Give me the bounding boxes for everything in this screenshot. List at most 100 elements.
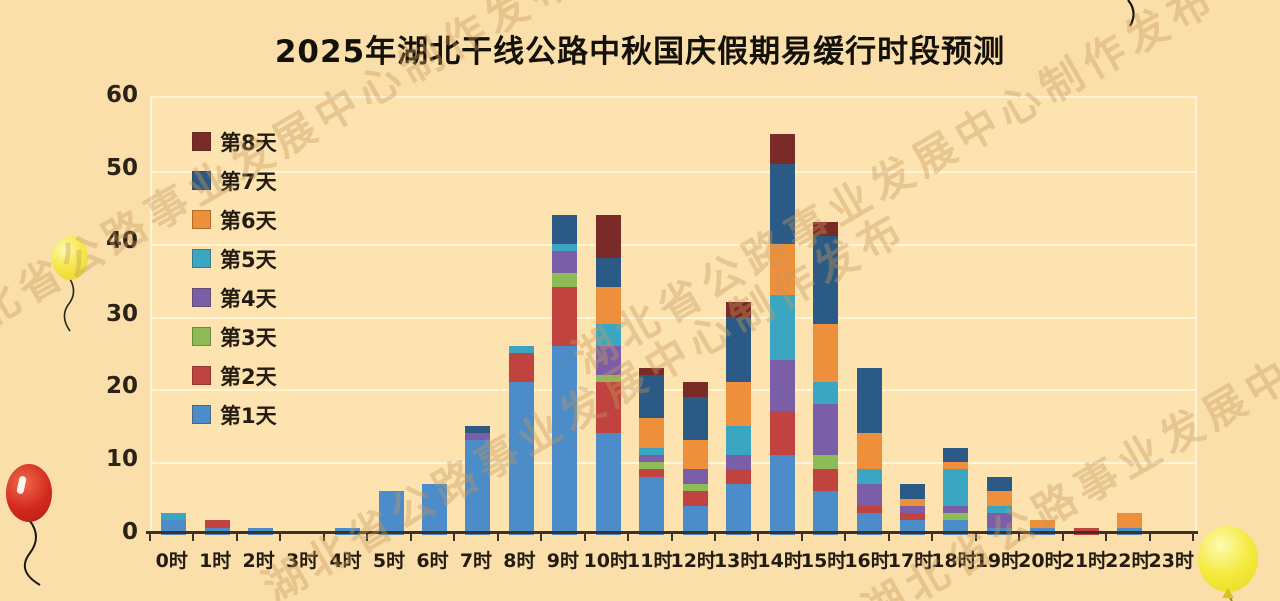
bar-11时-segment-第5天 [639, 447, 665, 455]
x-axis-label-1: 1时 [199, 550, 232, 572]
bar-6时-segment-第1天 [421, 484, 447, 535]
bar-14时-segment-第7天 [769, 163, 795, 244]
bar-11时-segment-第4天 [639, 454, 665, 463]
legend-label: 第2天 [220, 364, 277, 389]
bar-13时-segment-第7天 [726, 316, 752, 383]
bar-15时-segment-第7天 [813, 236, 839, 324]
y-axis-label-0: 0 [121, 519, 138, 545]
gridline-y50 [152, 170, 1195, 173]
bar-11时-segment-第3天 [639, 462, 665, 470]
y-axis-label-40: 40 [105, 227, 138, 254]
legend-label: 第4天 [220, 286, 277, 311]
x-axis-label-13: 13时 [713, 550, 760, 572]
bar-15时-segment-第2天 [813, 469, 839, 492]
bar-15时-segment-第3天 [813, 454, 839, 470]
x-axis-label-9: 9时 [546, 550, 579, 572]
bar-17时-segment-第7天 [900, 484, 926, 499]
x-axis-label-2: 2时 [242, 550, 275, 572]
bar-16时-segment-第4天 [856, 484, 882, 506]
bar-18时-segment-第4天 [943, 505, 969, 514]
x-axis-label-7: 7时 [459, 550, 493, 572]
bar-9时-segment-第5天 [552, 243, 578, 251]
bar-14时-segment-第2天 [769, 411, 795, 455]
legend-label: 第8天 [220, 130, 277, 155]
bar-10时-segment-第6天 [595, 287, 621, 324]
x-axis-label-0: 0时 [155, 550, 188, 572]
bar-19时-segment-第4天 [986, 513, 1012, 528]
gridline-y20 [152, 389, 1195, 392]
bar-10时-segment-第4天 [595, 345, 621, 375]
bar-7时-segment-第7天 [465, 425, 491, 434]
bar-16时-segment-第5天 [856, 469, 882, 485]
x-axis-label-18: 18时 [931, 550, 977, 572]
bar-14时-segment-第1天 [769, 454, 795, 535]
bar-13时-segment-第5天 [726, 425, 752, 455]
bar-10时-segment-第7天 [595, 258, 621, 288]
bar-15时-segment-第4天 [813, 403, 839, 455]
legend-item-第8天: 第8天 [192, 122, 277, 161]
bar-9时-segment-第2天 [552, 287, 578, 346]
red-balloon [6, 464, 52, 522]
bar-8时-segment-第1天 [508, 382, 534, 535]
bar-11时-segment-第7天 [639, 374, 665, 419]
x-axis-label-14: 14时 [757, 550, 803, 572]
legend-swatch [192, 327, 211, 346]
y-axis-label-50: 50 [105, 154, 138, 181]
x-axis-tick [974, 533, 977, 541]
bar-12时-segment-第7天 [682, 396, 708, 441]
bar-16时-segment-第6天 [856, 433, 882, 470]
x-axis-label-21: 21时 [1061, 550, 1108, 572]
legend-item-第4天: 第4天 [192, 278, 277, 317]
yellow-balloon-small [52, 236, 88, 280]
x-axis-tick [496, 533, 499, 541]
bar-18时-segment-第3天 [943, 513, 969, 521]
y-axis-label-20: 20 [105, 373, 138, 400]
x-axis-tick [1105, 533, 1108, 541]
x-axis-tick [235, 533, 238, 541]
legend-label: 第6天 [220, 208, 277, 233]
x-axis-tick [279, 533, 282, 541]
chart-legend: 第8天 第7天 第6天 第5天 第4天 第3天 第2天 第1天 [192, 122, 277, 434]
bar-13时-segment-第4天 [726, 454, 752, 470]
x-axis-tick [670, 533, 673, 541]
gridline-y40 [152, 243, 1195, 246]
bar-12时-segment-第8天 [682, 382, 708, 397]
bar-11时-segment-第1天 [639, 476, 665, 535]
x-axis-tick [627, 533, 630, 541]
bar-9时-segment-第3天 [552, 272, 578, 288]
bar-15时-segment-第8天 [813, 221, 839, 237]
bar-17时-segment-第2天 [900, 513, 926, 521]
bar-13时-segment-第2天 [726, 469, 752, 485]
legend-swatch [192, 405, 211, 424]
bar-12时-segment-第1天 [682, 505, 708, 535]
x-axis-tick [887, 533, 890, 541]
x-axis-label-12: 12时 [670, 550, 716, 572]
bar-17时-segment-第6天 [900, 498, 926, 506]
bar-9时 [552, 214, 578, 535]
legend-swatch [192, 249, 211, 268]
bar-9时-segment-第1天 [552, 345, 578, 535]
bar-17时-segment-第4天 [900, 505, 926, 514]
x-axis-tick [800, 533, 803, 541]
bar-13时-segment-第6天 [726, 382, 752, 426]
bar-11时-segment-第8天 [639, 367, 665, 375]
balloon-highlight [16, 475, 27, 495]
legend-label: 第3天 [220, 325, 277, 350]
bar-20时-segment-第6天 [1030, 520, 1056, 528]
bar-19时-segment-第6天 [986, 491, 1012, 506]
bar-19时-segment-第7天 [986, 476, 1012, 492]
bar-10时-segment-第1天 [595, 433, 621, 535]
legend-swatch [192, 288, 211, 307]
x-axis-label-22: 22时 [1105, 550, 1151, 572]
bar-16时-segment-第7天 [856, 367, 882, 434]
bar-6时 [421, 484, 447, 535]
bar-16时-segment-第2天 [856, 505, 882, 514]
x-axis-tick [1148, 533, 1151, 541]
x-axis-tick [844, 533, 847, 541]
x-axis-label-17: 17时 [887, 550, 934, 572]
x-axis-label-15: 15时 [800, 550, 847, 572]
bar-14时-segment-第6天 [769, 243, 795, 295]
bar-5时-segment-第1天 [378, 491, 404, 535]
bar-7时-segment-第4天 [465, 433, 491, 441]
bar-9时-segment-第7天 [552, 214, 578, 244]
